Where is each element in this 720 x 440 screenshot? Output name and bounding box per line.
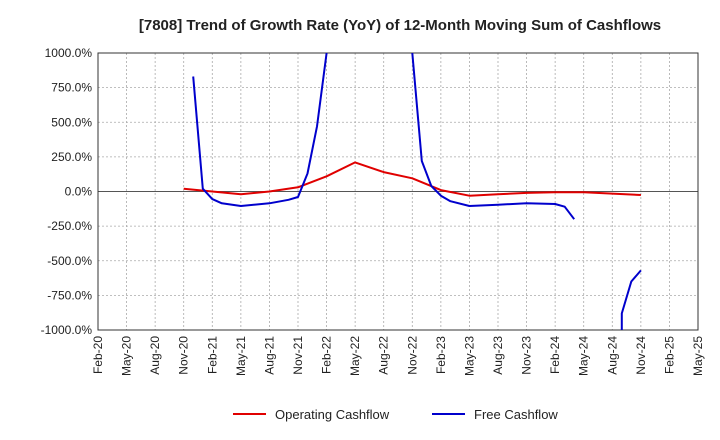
x-tick-label: Aug-21 <box>262 336 276 375</box>
x-tick-label: Aug-23 <box>491 336 505 375</box>
x-tick-label: May-22 <box>348 336 362 376</box>
x-tick-label: Aug-22 <box>377 336 391 375</box>
x-tick-label: Nov-24 <box>634 336 648 375</box>
y-tick-label: 1000.0% <box>45 46 93 60</box>
y-tick-label: -250.0% <box>47 219 92 233</box>
x-tick-label: May-21 <box>234 336 248 376</box>
legend-label: Operating Cashflow <box>275 407 390 422</box>
y-tick-label: -500.0% <box>47 254 92 268</box>
x-tick-label: May-23 <box>462 336 476 376</box>
x-tick-label: Nov-20 <box>177 336 191 375</box>
x-tick-label: Feb-20 <box>91 336 105 374</box>
series-line-operating-cashflow <box>183 161 641 197</box>
axes: 1000.0% 750.0% 500.0% 250.0% 0.0% -250.0% -500… <box>41 46 705 376</box>
x-tick-label: May-20 <box>120 336 134 376</box>
y-tick-label: 0.0% <box>65 185 93 199</box>
x-tick-label: May-25 <box>691 336 705 376</box>
y-tick-label: -1000.0% <box>41 323 93 337</box>
x-tick-label: Nov-23 <box>520 336 534 375</box>
x-tick-label: May-24 <box>577 336 591 376</box>
x-tick-label: Nov-21 <box>291 336 305 375</box>
series-line-free-cashflow-segment-3 <box>620 269 642 330</box>
y-tick-label: 500.0% <box>51 115 92 129</box>
y-tick-label: -750.0% <box>47 288 92 302</box>
series-lines <box>183 53 642 330</box>
x-tick-label: Feb-22 <box>320 336 334 374</box>
x-tick-label: Feb-24 <box>548 336 562 374</box>
series-line-free-cashflow-segment-2 <box>411 53 575 220</box>
x-tick-label: Feb-25 <box>662 336 676 374</box>
x-tick-label: Aug-24 <box>605 336 619 375</box>
x-tick-label: Feb-21 <box>205 336 219 374</box>
plot-frame <box>97 52 699 331</box>
grid <box>97 52 699 331</box>
legend-label: Free Cashflow <box>474 407 558 422</box>
x-tick-label: Feb-23 <box>434 336 448 374</box>
y-tick-label: 250.0% <box>51 150 92 164</box>
legend: Operating Cashflow Free Cashflow <box>233 407 558 422</box>
x-tick-label: Nov-22 <box>405 336 419 375</box>
chart-title: [7808] Trend of Growth Rate (YoY) of 12-… <box>139 17 661 34</box>
series-line-free-cashflow-segment-1 <box>192 53 328 207</box>
y-tick-label: 750.0% <box>51 81 92 95</box>
x-tick-label: Aug-20 <box>148 336 162 375</box>
